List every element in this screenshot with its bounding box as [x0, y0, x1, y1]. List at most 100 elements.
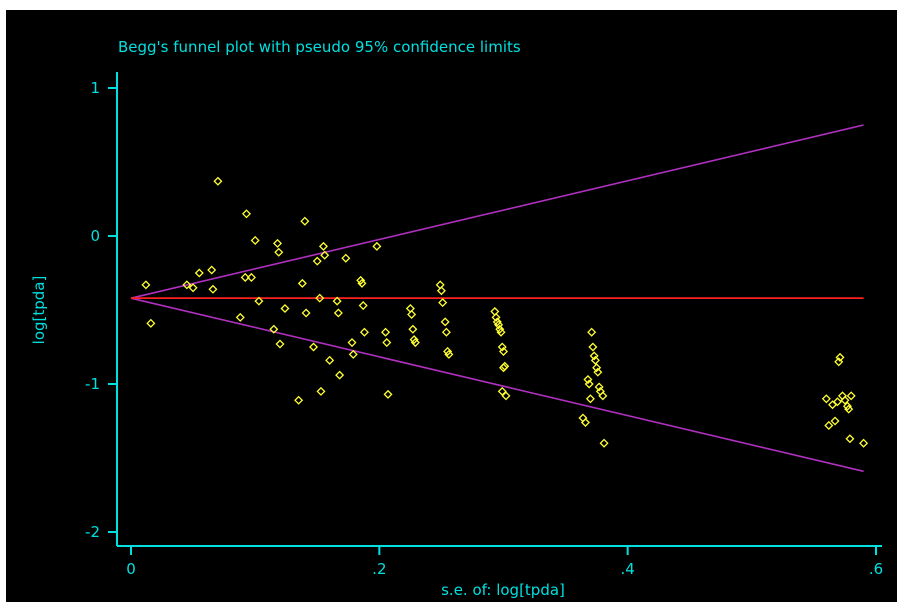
data-point	[443, 346, 453, 356]
data-point	[844, 404, 854, 414]
data-point	[846, 391, 856, 401]
data-point	[146, 318, 156, 328]
x-tick-label: .2	[372, 560, 386, 578]
data-point	[588, 342, 598, 352]
upper-confidence-limit-line	[130, 124, 864, 299]
data-point	[274, 247, 284, 257]
data-point	[359, 327, 369, 337]
data-point	[372, 241, 382, 251]
data-point	[498, 346, 509, 356]
data-point	[272, 238, 283, 248]
data-point	[585, 394, 595, 404]
data-point	[254, 296, 264, 306]
data-point	[348, 349, 358, 359]
data-point	[496, 327, 506, 337]
data-point	[235, 312, 245, 322]
data-point	[246, 272, 256, 282]
data-point	[294, 395, 304, 405]
data-point	[280, 304, 290, 314]
x-tick-label: .4	[621, 560, 635, 578]
data-point	[842, 401, 852, 411]
data-point	[835, 352, 845, 362]
data-point	[335, 370, 345, 380]
data-point	[821, 394, 831, 404]
data-point	[583, 375, 593, 385]
y-tick-label: 0	[90, 227, 100, 245]
data-point	[275, 339, 285, 349]
data-point	[241, 209, 251, 219]
data-point	[501, 391, 511, 401]
data-point	[356, 275, 366, 285]
data-point	[318, 241, 328, 251]
data-point	[590, 355, 600, 365]
data-point	[315, 293, 325, 303]
data-point	[491, 312, 501, 322]
data-point	[382, 338, 392, 348]
data-point	[333, 308, 343, 318]
data-point	[594, 382, 604, 392]
data-point	[497, 342, 507, 352]
data-point	[316, 386, 326, 396]
data-point	[312, 256, 322, 266]
data-point	[444, 349, 454, 359]
data-point	[381, 327, 391, 337]
data-point	[494, 320, 504, 330]
data-point	[599, 438, 609, 448]
data-point	[320, 250, 330, 260]
data-point	[213, 176, 223, 186]
data-point	[325, 355, 335, 365]
data-point	[598, 391, 608, 401]
data-point	[188, 283, 198, 293]
data-point	[824, 420, 834, 430]
data-point	[250, 235, 260, 245]
data-point	[301, 308, 311, 318]
data-point	[589, 351, 599, 361]
y-tick-label: -2	[85, 523, 100, 541]
lower-confidence-limit-line	[130, 297, 864, 473]
y-tick-label: -1	[85, 375, 100, 393]
data-point	[840, 395, 850, 405]
data-point	[495, 324, 505, 334]
data-point	[587, 327, 597, 337]
data-point	[408, 324, 418, 334]
data-point	[584, 379, 594, 389]
data-point	[845, 434, 855, 444]
data-point	[341, 253, 351, 263]
data-point	[300, 216, 310, 226]
data-point	[208, 284, 218, 294]
data-point	[332, 296, 342, 306]
x-axis-label: s.e. of: log[tpda]	[441, 581, 565, 599]
data-point	[347, 338, 357, 348]
data-point	[498, 363, 509, 373]
data-point	[438, 298, 448, 308]
data-point	[580, 417, 590, 427]
data-point	[832, 397, 843, 407]
data-point	[240, 272, 250, 282]
data-point	[410, 338, 420, 348]
data-point	[593, 367, 603, 377]
plot-background	[6, 10, 897, 602]
data-point	[492, 317, 502, 327]
data-point	[141, 280, 151, 290]
data-point	[440, 317, 450, 327]
data-point	[497, 386, 507, 396]
data-point	[407, 309, 417, 319]
data-point	[207, 265, 217, 275]
data-point	[182, 280, 192, 290]
data-point	[269, 324, 279, 334]
data-point	[436, 286, 446, 296]
x-tick-label: .6	[869, 560, 883, 578]
data-point	[357, 278, 367, 288]
y-axis-label: log[tpda]	[30, 276, 48, 345]
chart-title: Begg's funnel plot with pseudo 95% confi…	[118, 38, 521, 56]
data-point	[859, 438, 869, 448]
data-point	[830, 416, 840, 426]
data-point	[592, 363, 602, 373]
x-tick-label: 0	[126, 560, 136, 578]
data-point	[409, 335, 419, 345]
data-point	[297, 278, 307, 288]
y-tick-label: 1	[90, 79, 100, 97]
data-point	[383, 389, 393, 399]
